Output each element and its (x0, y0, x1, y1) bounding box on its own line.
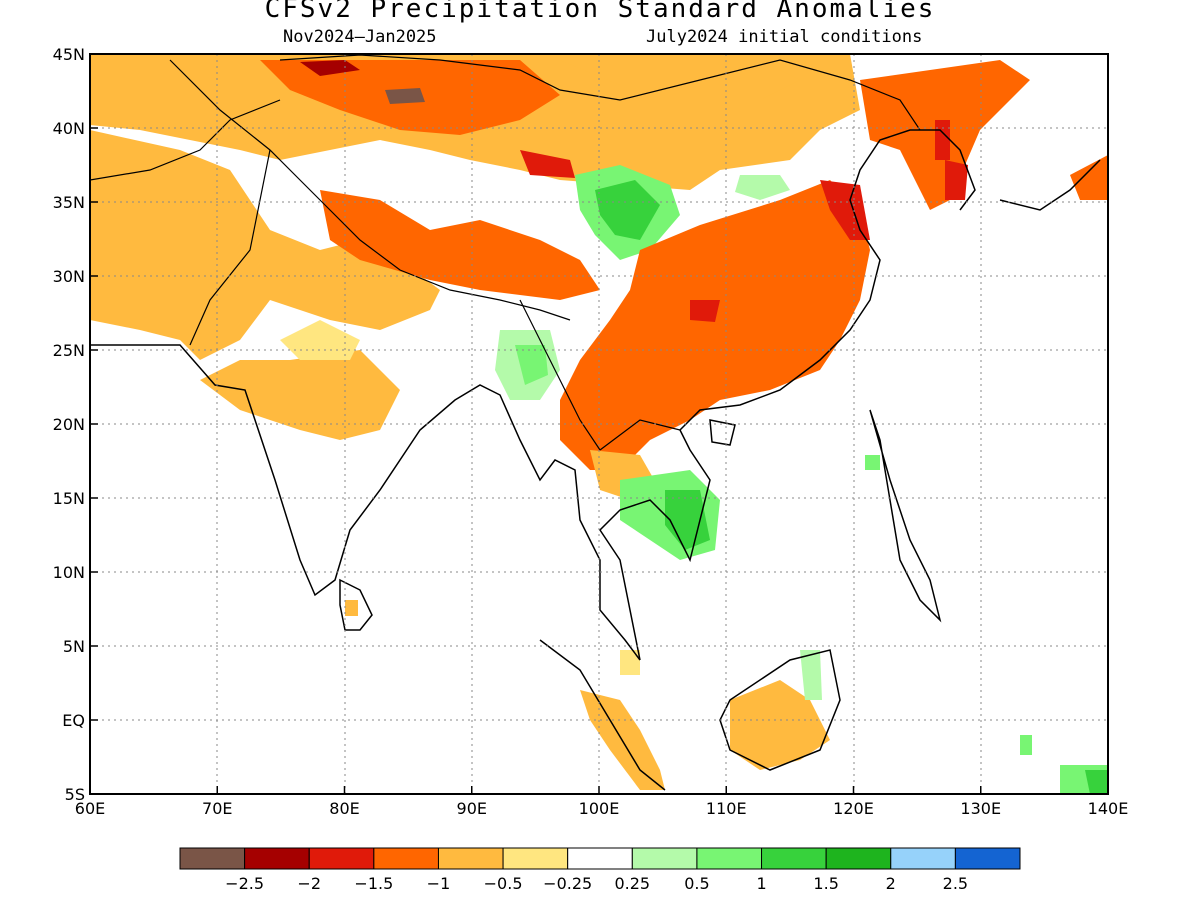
colorbar-label: 1 (756, 874, 766, 893)
colorbar-swatch (179, 847, 246, 870)
y-tick-label: 15N (53, 489, 85, 508)
colorbar-label: 0.5 (684, 874, 709, 893)
x-tick-label: 90E (457, 799, 487, 818)
y-tick-label: EQ (62, 711, 85, 730)
x-axis: 60E 70E 80E 90E 100E 110E 120E 130E 140E (75, 786, 1129, 818)
x-tick-label: 140E (1088, 799, 1129, 818)
colorbar-label: −2.5 (225, 874, 264, 893)
y-tick-label: 45N (53, 45, 85, 64)
y-axis: 45N 40N 35N 30N 25N 20N 15N 10N 5N EQ 5S (53, 45, 98, 804)
x-tick-label: 80E (329, 799, 359, 818)
coastlines (90, 129, 1101, 791)
map-title: CFSv2 Precipitation Standard Anomalies (264, 0, 936, 24)
y-tick-label: 30N (53, 267, 85, 286)
colorbar-label: 1.5 (813, 874, 838, 893)
colorbar: −2.5 −2 −1.5 −1 −0.5 −0.25 0.25 0.5 1 1.5 2 2.5 (179, 847, 1021, 893)
colorbar-label: 2 (886, 874, 896, 893)
colorbar-label: −1 (427, 874, 451, 893)
colorbar-swatch (696, 847, 763, 870)
colorbar-label: −1.5 (354, 874, 393, 893)
initial-conditions: July2024 initial conditions (646, 27, 923, 47)
colorbar-swatch (631, 847, 698, 870)
y-tick-label: 20N (53, 415, 85, 434)
x-tick-label: 60E (75, 799, 105, 818)
x-tick-label: 130E (960, 799, 1001, 818)
colorbar-swatch (761, 847, 827, 870)
forecast-period: Nov2024–Jan2025 (283, 27, 437, 47)
colorbar-swatch (437, 847, 504, 870)
y-tick-label: 5N (63, 637, 85, 656)
colorbar-swatch (373, 847, 439, 870)
x-tick-label: 110E (706, 799, 747, 818)
x-tick-label: 100E (579, 799, 620, 818)
colorbar-swatch (890, 847, 956, 870)
borders (90, 54, 921, 451)
colorbar-label: −0.5 (484, 874, 523, 893)
y-tick-label: 5S (65, 785, 85, 804)
x-tick-label: 70E (202, 799, 232, 818)
colorbar-swatch (308, 847, 375, 870)
colorbar-swatch (502, 847, 569, 870)
colorbar-label: 0.25 (614, 874, 650, 893)
anomaly-shading (90, 54, 1108, 794)
colorbar-swatch (567, 847, 633, 870)
colorbar-label: 2.5 (943, 874, 968, 893)
colorbar-label: −2 (297, 874, 321, 893)
x-tick-label: 120E (833, 799, 874, 818)
colorbar-label: −0.25 (543, 874, 592, 893)
y-tick-label: 40N (53, 119, 85, 138)
colorbar-swatch (244, 847, 310, 870)
colorbar-swatch (825, 847, 892, 870)
y-tick-label: 10N (53, 563, 85, 582)
map-plot-area (90, 54, 1108, 794)
y-tick-label: 35N (53, 193, 85, 212)
colorbar-swatch (954, 847, 1021, 870)
y-tick-label: 25N (53, 341, 85, 360)
